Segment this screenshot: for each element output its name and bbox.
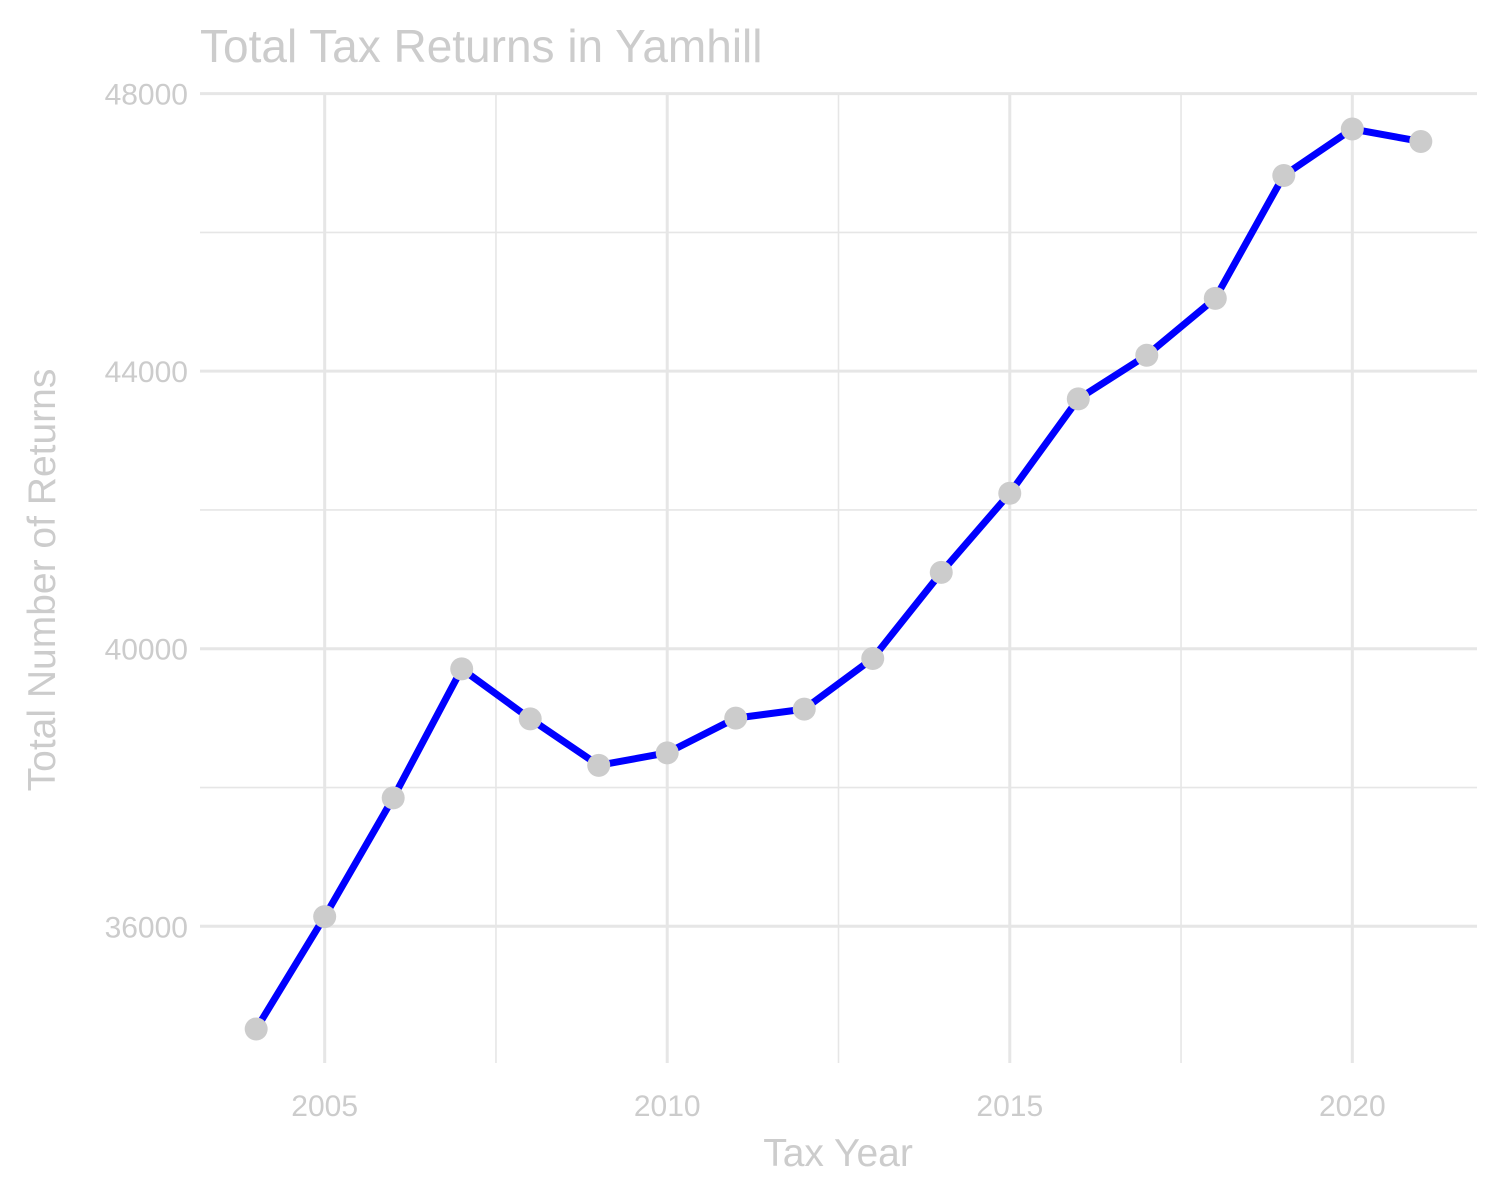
major-gridlines (200, 92, 1477, 1063)
data-point (1340, 117, 1364, 141)
chart-title: Total Tax Returns in Yamhill (200, 20, 763, 72)
data-point (861, 646, 885, 670)
data-point (998, 481, 1022, 505)
data-point (1409, 129, 1433, 153)
x-tick-label: 2005 (291, 1090, 358, 1123)
y-tick-label: 40000 (105, 634, 188, 667)
data-point (587, 753, 611, 777)
x-tick-label: 2015 (976, 1090, 1043, 1123)
data-point (244, 1017, 268, 1041)
series-points-group (244, 117, 1433, 1041)
x-tick-label: 2010 (634, 1090, 701, 1123)
y-tick-label: 48000 (105, 79, 188, 112)
y-tick-label: 44000 (105, 356, 188, 389)
data-point (655, 741, 679, 765)
data-point (381, 786, 405, 810)
data-point (518, 707, 542, 731)
series-line (253, 125, 1422, 1031)
data-point (792, 697, 816, 721)
data-point (1066, 387, 1090, 411)
data-point (1272, 163, 1296, 187)
minor-gridlines (200, 95, 1477, 1063)
data-point (1203, 286, 1227, 310)
x-axis-title: Tax Year (763, 1132, 913, 1175)
data-point (313, 905, 337, 929)
series-line-group (253, 125, 1422, 1031)
x-tick-label: 2020 (1319, 1090, 1386, 1123)
data-point (929, 560, 953, 584)
data-point (724, 706, 748, 730)
tick-labels-group: 2005 2010 2015 2020 36000 40000 44000 48000 (105, 79, 1386, 1123)
y-axis-title: Total Number of Returns (21, 369, 64, 792)
data-point (1135, 343, 1159, 367)
y-tick-label: 36000 (105, 911, 188, 944)
data-point (450, 657, 474, 681)
